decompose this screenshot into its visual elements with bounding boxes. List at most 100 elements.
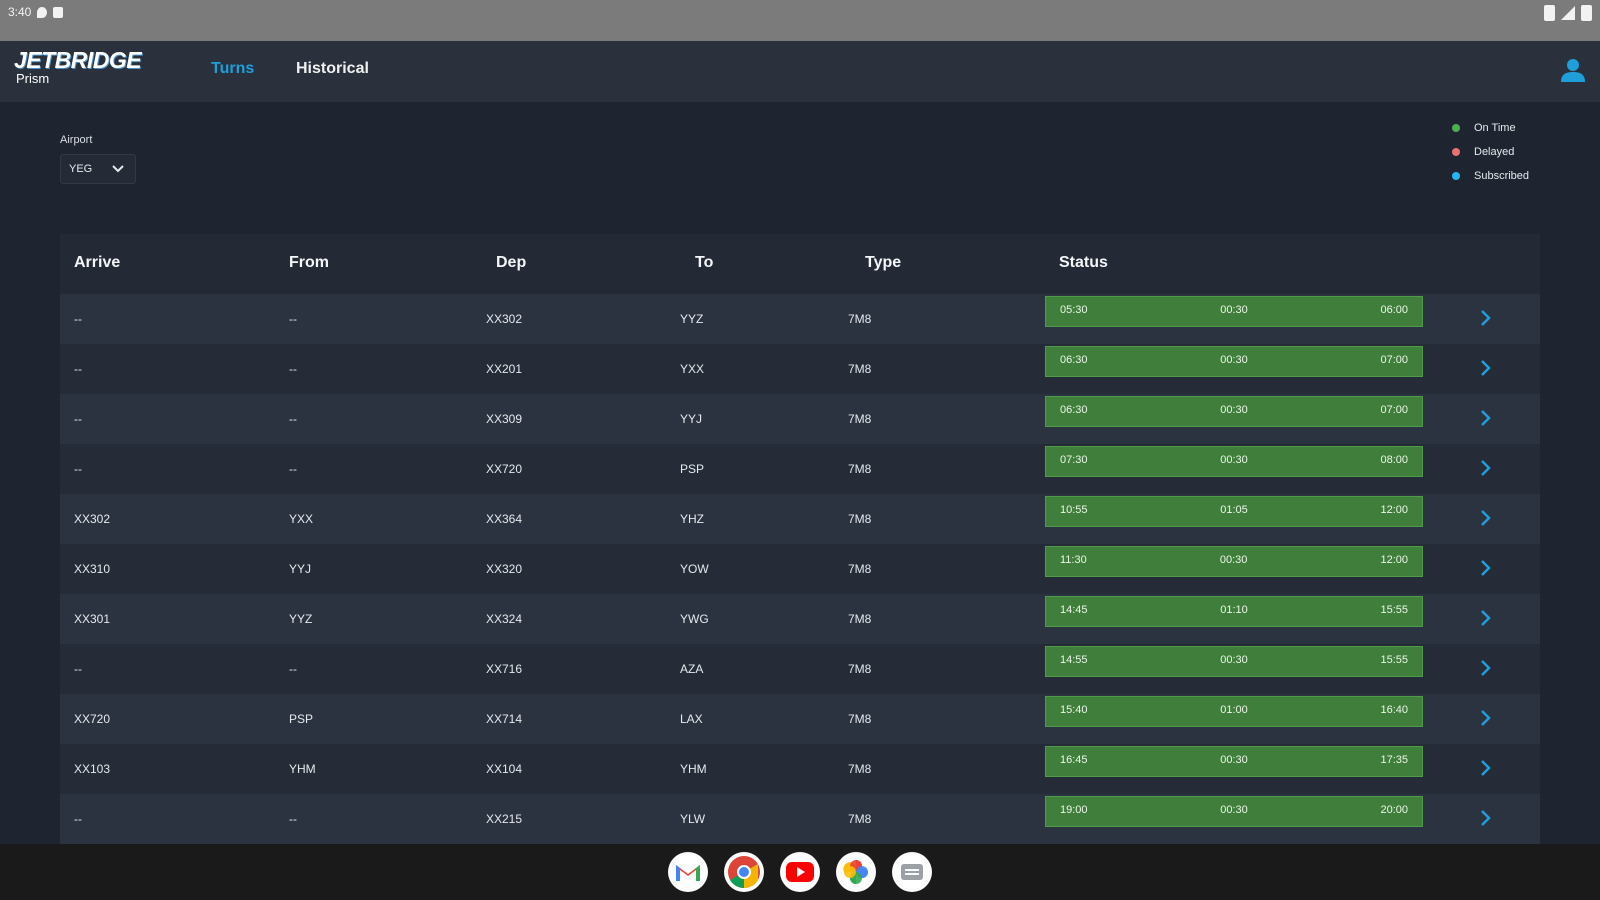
row-detail-button[interactable] [1478, 809, 1494, 827]
cell-arrive: XX302 [74, 512, 111, 526]
row-detail-button[interactable] [1478, 309, 1494, 327]
status-start-time: 07:30 [1060, 454, 1088, 466]
chevron-right-icon [1481, 360, 1491, 376]
table-row[interactable]: XX103 YHM XX104 YHM 7M8 16:45 00:30 17:35 [60, 744, 1540, 794]
cell-to: YOW [680, 562, 709, 576]
cell-to: YWG [680, 612, 709, 626]
header-dep: Dep [496, 254, 527, 271]
status-start-time: 10:55 [1060, 504, 1088, 516]
status-dur-time: 00:30 [1220, 804, 1248, 816]
status-start-time: 14:55 [1060, 654, 1088, 666]
turns-table: Arrive From Dep To Type Status -- -- XX302… [60, 234, 1540, 844]
table-row[interactable]: -- -- XX201 YXX 7M8 06:30 00:30 07:00 [60, 344, 1540, 394]
chevron-right-icon [1481, 510, 1491, 526]
turn-status-bar[interactable]: 06:30 00:30 07:00 [1045, 396, 1423, 427]
status-end-time: 20:00 [1380, 804, 1408, 816]
status-dur-time: 01:05 [1220, 504, 1248, 516]
header-to: To [695, 254, 714, 271]
table-row[interactable]: -- -- XX720 PSP 7M8 07:30 00:30 08:00 [60, 444, 1540, 494]
status-start-time: 15:40 [1060, 704, 1088, 716]
tab-turns[interactable]: Turns [211, 60, 255, 77]
turn-status-bar[interactable]: 19:00 00:30 20:00 [1045, 796, 1423, 827]
cell-type: 7M8 [848, 562, 872, 576]
cell-to: YHZ [680, 512, 704, 526]
table-row[interactable]: XX301 YYZ XX324 YWG 7M8 14:45 01:10 15:55 [60, 594, 1540, 644]
logo-title: JETBRIDGE [14, 47, 142, 73]
airport-select[interactable]: YEG [60, 154, 136, 184]
logo-subtitle: Prism [16, 71, 50, 86]
table-row[interactable]: XX302 YXX XX364 YHZ 7M8 10:55 01:05 12:00 [60, 494, 1540, 544]
chrome-app-button[interactable] [724, 852, 764, 892]
messages-app-button[interactable] [892, 852, 932, 892]
table-row[interactable]: XX310 YYJ XX320 YOW 7M8 11:30 00:30 12:00 [60, 544, 1540, 594]
tab-historical[interactable]: Historical [296, 60, 369, 77]
table-row[interactable]: -- -- XX215 YLW 7M8 19:00 00:30 20:00 [60, 794, 1540, 844]
status-legend: On Time Delayed Subscribed [1452, 116, 1529, 188]
status-end-time: 12:00 [1380, 554, 1408, 566]
turn-status-bar[interactable]: 05:30 00:30 06:00 [1045, 296, 1423, 327]
clipboard-icon [53, 6, 64, 18]
gmail-app-button[interactable] [668, 852, 708, 892]
cell-type: 7M8 [848, 362, 872, 376]
turn-status-bar[interactable]: 15:40 01:00 16:40 [1045, 696, 1423, 727]
user-account-button[interactable] [1560, 57, 1586, 83]
cell-type: 7M8 [848, 312, 872, 326]
legend-label: On Time [1474, 122, 1516, 134]
cell-to: YYZ [680, 312, 704, 326]
row-detail-button[interactable] [1478, 659, 1494, 677]
cell-arrive: -- [74, 812, 82, 826]
status-start-time: 06:30 [1060, 404, 1088, 416]
turn-status-bar[interactable]: 16:45 00:30 17:35 [1045, 746, 1423, 777]
cell-arrive: -- [74, 462, 82, 476]
cell-type: 7M8 [848, 662, 872, 676]
table-row[interactable]: -- -- XX302 YYZ 7M8 05:30 00:30 06:00 [60, 294, 1540, 344]
chevron-down-icon [112, 165, 124, 173]
cell-dep: XX320 [486, 562, 523, 576]
table-row[interactable]: XX720 PSP XX714 LAX 7M8 15:40 01:00 16:40 [60, 694, 1540, 744]
cell-arrive: -- [74, 362, 82, 376]
row-detail-button[interactable] [1478, 709, 1494, 727]
row-detail-button[interactable] [1478, 759, 1494, 777]
legend-item-delayed: Delayed [1452, 140, 1529, 164]
cell-from: -- [289, 362, 297, 376]
chrome-icon [728, 856, 760, 889]
cell-arrive: -- [74, 412, 82, 426]
status-start-time: 06:30 [1060, 354, 1088, 366]
table-row[interactable]: -- -- XX716 AZA 7M8 14:55 00:30 15:55 [60, 644, 1540, 694]
row-detail-button[interactable] [1478, 359, 1494, 377]
cell-dep: XX324 [486, 612, 523, 626]
photos-app-button[interactable] [836, 852, 876, 892]
cell-arrive: XX720 [74, 712, 111, 726]
status-start-time: 11:30 [1060, 554, 1087, 566]
row-detail-button[interactable] [1478, 509, 1494, 527]
cell-arrive: XX301 [74, 612, 111, 626]
row-detail-button[interactable] [1478, 459, 1494, 477]
turn-status-bar[interactable]: 14:45 01:10 15:55 [1045, 596, 1423, 627]
gmail-icon [676, 865, 700, 881]
status-dur-time: 00:30 [1220, 654, 1248, 666]
cell-type: 7M8 [848, 612, 872, 626]
status-dur-time: 00:30 [1220, 754, 1248, 766]
chevron-right-icon [1481, 760, 1491, 776]
legend-label: Subscribed [1474, 170, 1530, 182]
status-end-time: 15:55 [1380, 604, 1408, 616]
row-detail-button[interactable] [1478, 609, 1494, 627]
status-dur-time: 01:00 [1220, 704, 1248, 716]
turn-status-bar[interactable]: 10:55 01:05 12:00 [1045, 496, 1423, 527]
turn-status-bar[interactable]: 07:30 00:30 08:00 [1045, 446, 1423, 477]
cell-type: 7M8 [848, 512, 872, 526]
table-row[interactable]: -- -- XX309 YYJ 7M8 06:30 00:30 07:00 [60, 394, 1540, 444]
jetbridge-logo: JETBRIDGE Prism [14, 47, 164, 86]
cell-from: PSP [289, 712, 314, 726]
status-start-time: 14:45 [1060, 604, 1088, 616]
youtube-app-button[interactable] [780, 852, 820, 892]
system-status-bar: 3:40 [0, 0, 1600, 41]
turn-status-bar[interactable]: 14:55 00:30 15:55 [1045, 646, 1423, 677]
turn-status-bar[interactable]: 06:30 00:30 07:00 [1045, 346, 1423, 377]
cell-arrive: -- [74, 662, 82, 676]
row-detail-button[interactable] [1478, 409, 1494, 427]
cell-dep: XX201 [486, 362, 523, 376]
turn-status-bar[interactable]: 11:30 00:30 12:00 [1045, 546, 1423, 577]
row-detail-button[interactable] [1478, 559, 1494, 577]
header-from: From [289, 254, 329, 271]
